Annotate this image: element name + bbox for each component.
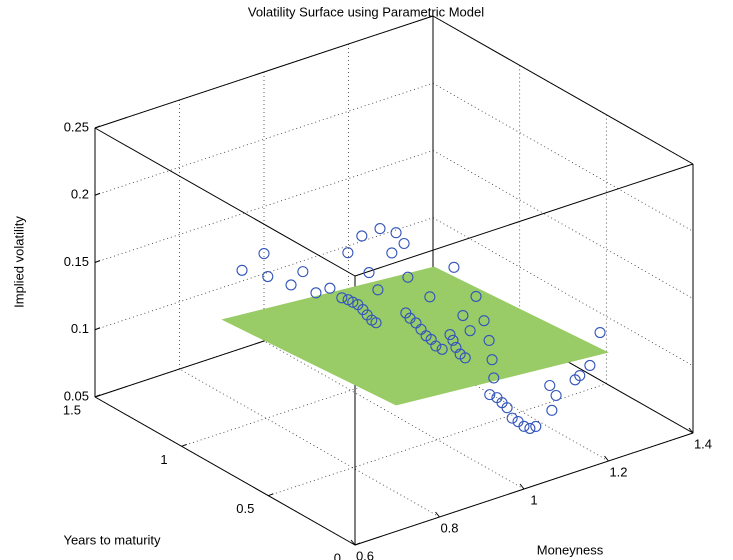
data-point	[524, 422, 536, 434]
data-point	[518, 420, 530, 432]
z-tick	[94, 394, 101, 398]
z-tick-label: 0.1	[71, 321, 89, 336]
data-point	[530, 420, 542, 432]
data-point	[444, 329, 456, 341]
data-point	[390, 227, 402, 239]
y-tick-label: 0.5	[236, 501, 254, 516]
box-edge	[94, 396, 356, 546]
x-tick	[350, 539, 356, 546]
y-tick	[181, 443, 187, 447]
box-edge	[432, 15, 694, 165]
z-tick-label: 0.05	[64, 388, 89, 403]
grid-line	[432, 150, 694, 299]
z-tick	[94, 125, 101, 129]
data-point	[484, 389, 496, 401]
data-point	[374, 223, 386, 235]
data-point	[297, 266, 309, 278]
data-point	[550, 389, 562, 402]
data-point	[574, 370, 586, 382]
data-point	[506, 412, 518, 424]
z-tick-label: 0.25	[64, 119, 89, 134]
grid-line	[268, 383, 607, 497]
data-point	[483, 334, 495, 347]
z-tick	[94, 260, 101, 263]
labels-layer: 0.6 0.8 1 1.2 1.4 0 0.5 1 1.50.05 0.1 0.15 0.2 0.25	[63, 119, 712, 560]
data-point	[398, 237, 410, 250]
x-tick-label: 1	[530, 492, 537, 507]
x-tick-label: 1.4	[694, 436, 712, 451]
data-point	[236, 264, 248, 276]
grid-line	[94, 82, 434, 196]
x-axis-label: Moneyness	[537, 542, 604, 557]
z-tick	[94, 327, 101, 331]
y-tick	[354, 542, 361, 546]
data-point	[285, 279, 297, 291]
data-point	[457, 309, 469, 322]
data-point	[448, 261, 460, 273]
x-tick-label: 0.6	[356, 548, 374, 560]
data-point	[594, 326, 606, 339]
x-tick	[519, 483, 525, 490]
z-axis-label: Implied volatility	[11, 216, 26, 308]
y-tick-label: 1	[160, 452, 167, 467]
data-point	[324, 282, 336, 294]
x-tick	[688, 427, 694, 434]
box-edge	[354, 163, 694, 277]
chart-title: Volatility Surface using Parametric Mode…	[248, 4, 484, 19]
data-point	[459, 352, 471, 364]
z-tick	[94, 192, 101, 196]
x-tick-label: 0.8	[440, 520, 458, 535]
data-point	[546, 404, 558, 416]
z-tick-label: 0.2	[71, 187, 89, 202]
x-tick-label: 1.2	[609, 464, 627, 479]
data-point	[262, 270, 274, 283]
z-tick-label: 0.15	[64, 254, 89, 269]
y-tick	[268, 493, 274, 497]
data-point	[386, 247, 398, 259]
data-point	[584, 359, 596, 372]
data-point	[430, 340, 442, 352]
y-axis-label: Years to maturity	[63, 532, 161, 547]
data-point	[342, 247, 354, 259]
data-point	[447, 334, 459, 346]
y-tick-label: 1.5	[63, 402, 81, 417]
grid-line	[94, 217, 434, 331]
data-point	[347, 296, 359, 308]
box-layer	[94, 15, 694, 546]
grid-line	[94, 150, 434, 263]
data-point	[424, 291, 436, 303]
data-point	[544, 379, 556, 392]
data-point	[488, 372, 500, 384]
data-point	[372, 284, 384, 296]
data-point	[464, 325, 476, 337]
data-point	[478, 315, 490, 327]
y-tick-label: 0	[334, 550, 341, 560]
data-point	[258, 248, 270, 260]
surface	[221, 266, 609, 406]
data-point	[402, 271, 414, 283]
box-edge	[94, 127, 356, 277]
grid-line	[432, 82, 694, 232]
data-point	[336, 292, 348, 304]
points-layer	[236, 223, 606, 434]
surface-layer	[221, 266, 609, 406]
box-edge	[94, 15, 434, 129]
data-point	[363, 267, 375, 279]
data-point	[470, 290, 482, 302]
data-point	[370, 317, 382, 329]
data-point	[310, 287, 322, 299]
data-point	[436, 343, 448, 355]
data-point	[486, 354, 498, 366]
x-tick	[604, 455, 609, 462]
x-tick	[435, 511, 440, 518]
data-point	[356, 230, 368, 242]
data-point	[501, 402, 513, 414]
